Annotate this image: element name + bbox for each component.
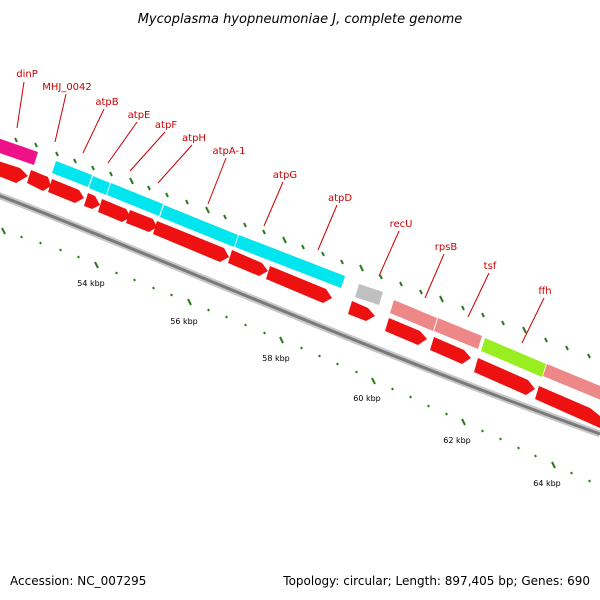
scale-label-60: 60 kbp [353, 394, 381, 403]
category-bar-tsf [434, 318, 482, 349]
gene-label-MHJ_0042: MHJ_0042 [42, 82, 92, 93]
genome-backbone [0, 192, 600, 438]
gene-label-atpG: atpG [273, 170, 297, 181]
scale-labels: 54 kbp 56 kbp 58 kbp 60 kbp 62 kbp 64 kb… [77, 279, 561, 488]
cds-arrow-rpsB [385, 318, 427, 345]
gene-label-recU: recU [390, 219, 413, 230]
cds-arrow-dinP [0, 161, 28, 183]
cds-arrow-atpD [266, 266, 332, 303]
category-bar-atpB [89, 176, 110, 195]
cds-arrow-ffh [474, 358, 535, 395]
cds-arrow-atpG [228, 250, 268, 276]
cds-arrow-atpB [48, 179, 84, 203]
cds-arrow-atpA [153, 221, 229, 262]
gene-label-rpsB: rpsB [435, 242, 458, 253]
inner-scale-ticks [1, 227, 591, 483]
category-bar-ffh [481, 338, 546, 377]
cds-arrow-atpF [98, 199, 131, 222]
gene-label-tsf: tsf [484, 261, 497, 272]
category-bar-recU [355, 284, 383, 305]
cds-arrow-recU [348, 301, 375, 321]
category-bar-atpE-F [107, 183, 163, 216]
genome-summary-text: Topology: circular; Length: 897,405 bp; … [283, 574, 590, 588]
accession-text: Accession: NC_007295 [10, 574, 147, 588]
category-bar-atpH-A [160, 205, 238, 247]
scale-label-58: 58 kbp [262, 354, 290, 363]
gene-label-atpH: atpH [182, 133, 206, 144]
cds-ring [0, 161, 600, 428]
gene-label-dinP: dinP [16, 69, 38, 80]
map-title: Mycoplasma hyopneumoniae J, complete gen… [138, 12, 463, 27]
gene-label-atpF: atpF [155, 120, 177, 131]
gene-label-atpB: atpB [95, 97, 118, 108]
gene-labels: dinP MHJ_0042 atpB atpE atpF atpH atpA-1… [16, 69, 551, 297]
cds-arrow-atpE [84, 193, 100, 209]
cds-arrow-tsf [430, 337, 471, 364]
scale-label-62: 62 kbp [443, 436, 471, 445]
gene-label-atpA-1: atpA-1 [213, 146, 246, 157]
label-leader-lines [16, 81, 545, 344]
gene-label-atpD: atpD [328, 193, 352, 204]
category-bar-atpG-D [235, 235, 345, 288]
gene-label-ffh: ffh [538, 286, 551, 297]
scale-label-56: 56 kbp [170, 317, 198, 326]
scale-label-54: 54 kbp [77, 279, 105, 288]
cds-arrow-atpH [126, 210, 157, 232]
category-bar-dinP [0, 138, 38, 165]
category-bar-MHJ_0042 [52, 161, 92, 187]
cds-arrow-MHJ_0042 [27, 170, 51, 191]
gene-label-atpE: atpE [128, 110, 151, 121]
category-bar-next [543, 364, 600, 400]
category-bar-rpsB [390, 300, 437, 331]
scale-label-64: 64 kbp [533, 479, 561, 488]
category-ring [0, 138, 600, 400]
outer-ticks [14, 137, 591, 359]
cds-arrow-next [535, 386, 600, 428]
